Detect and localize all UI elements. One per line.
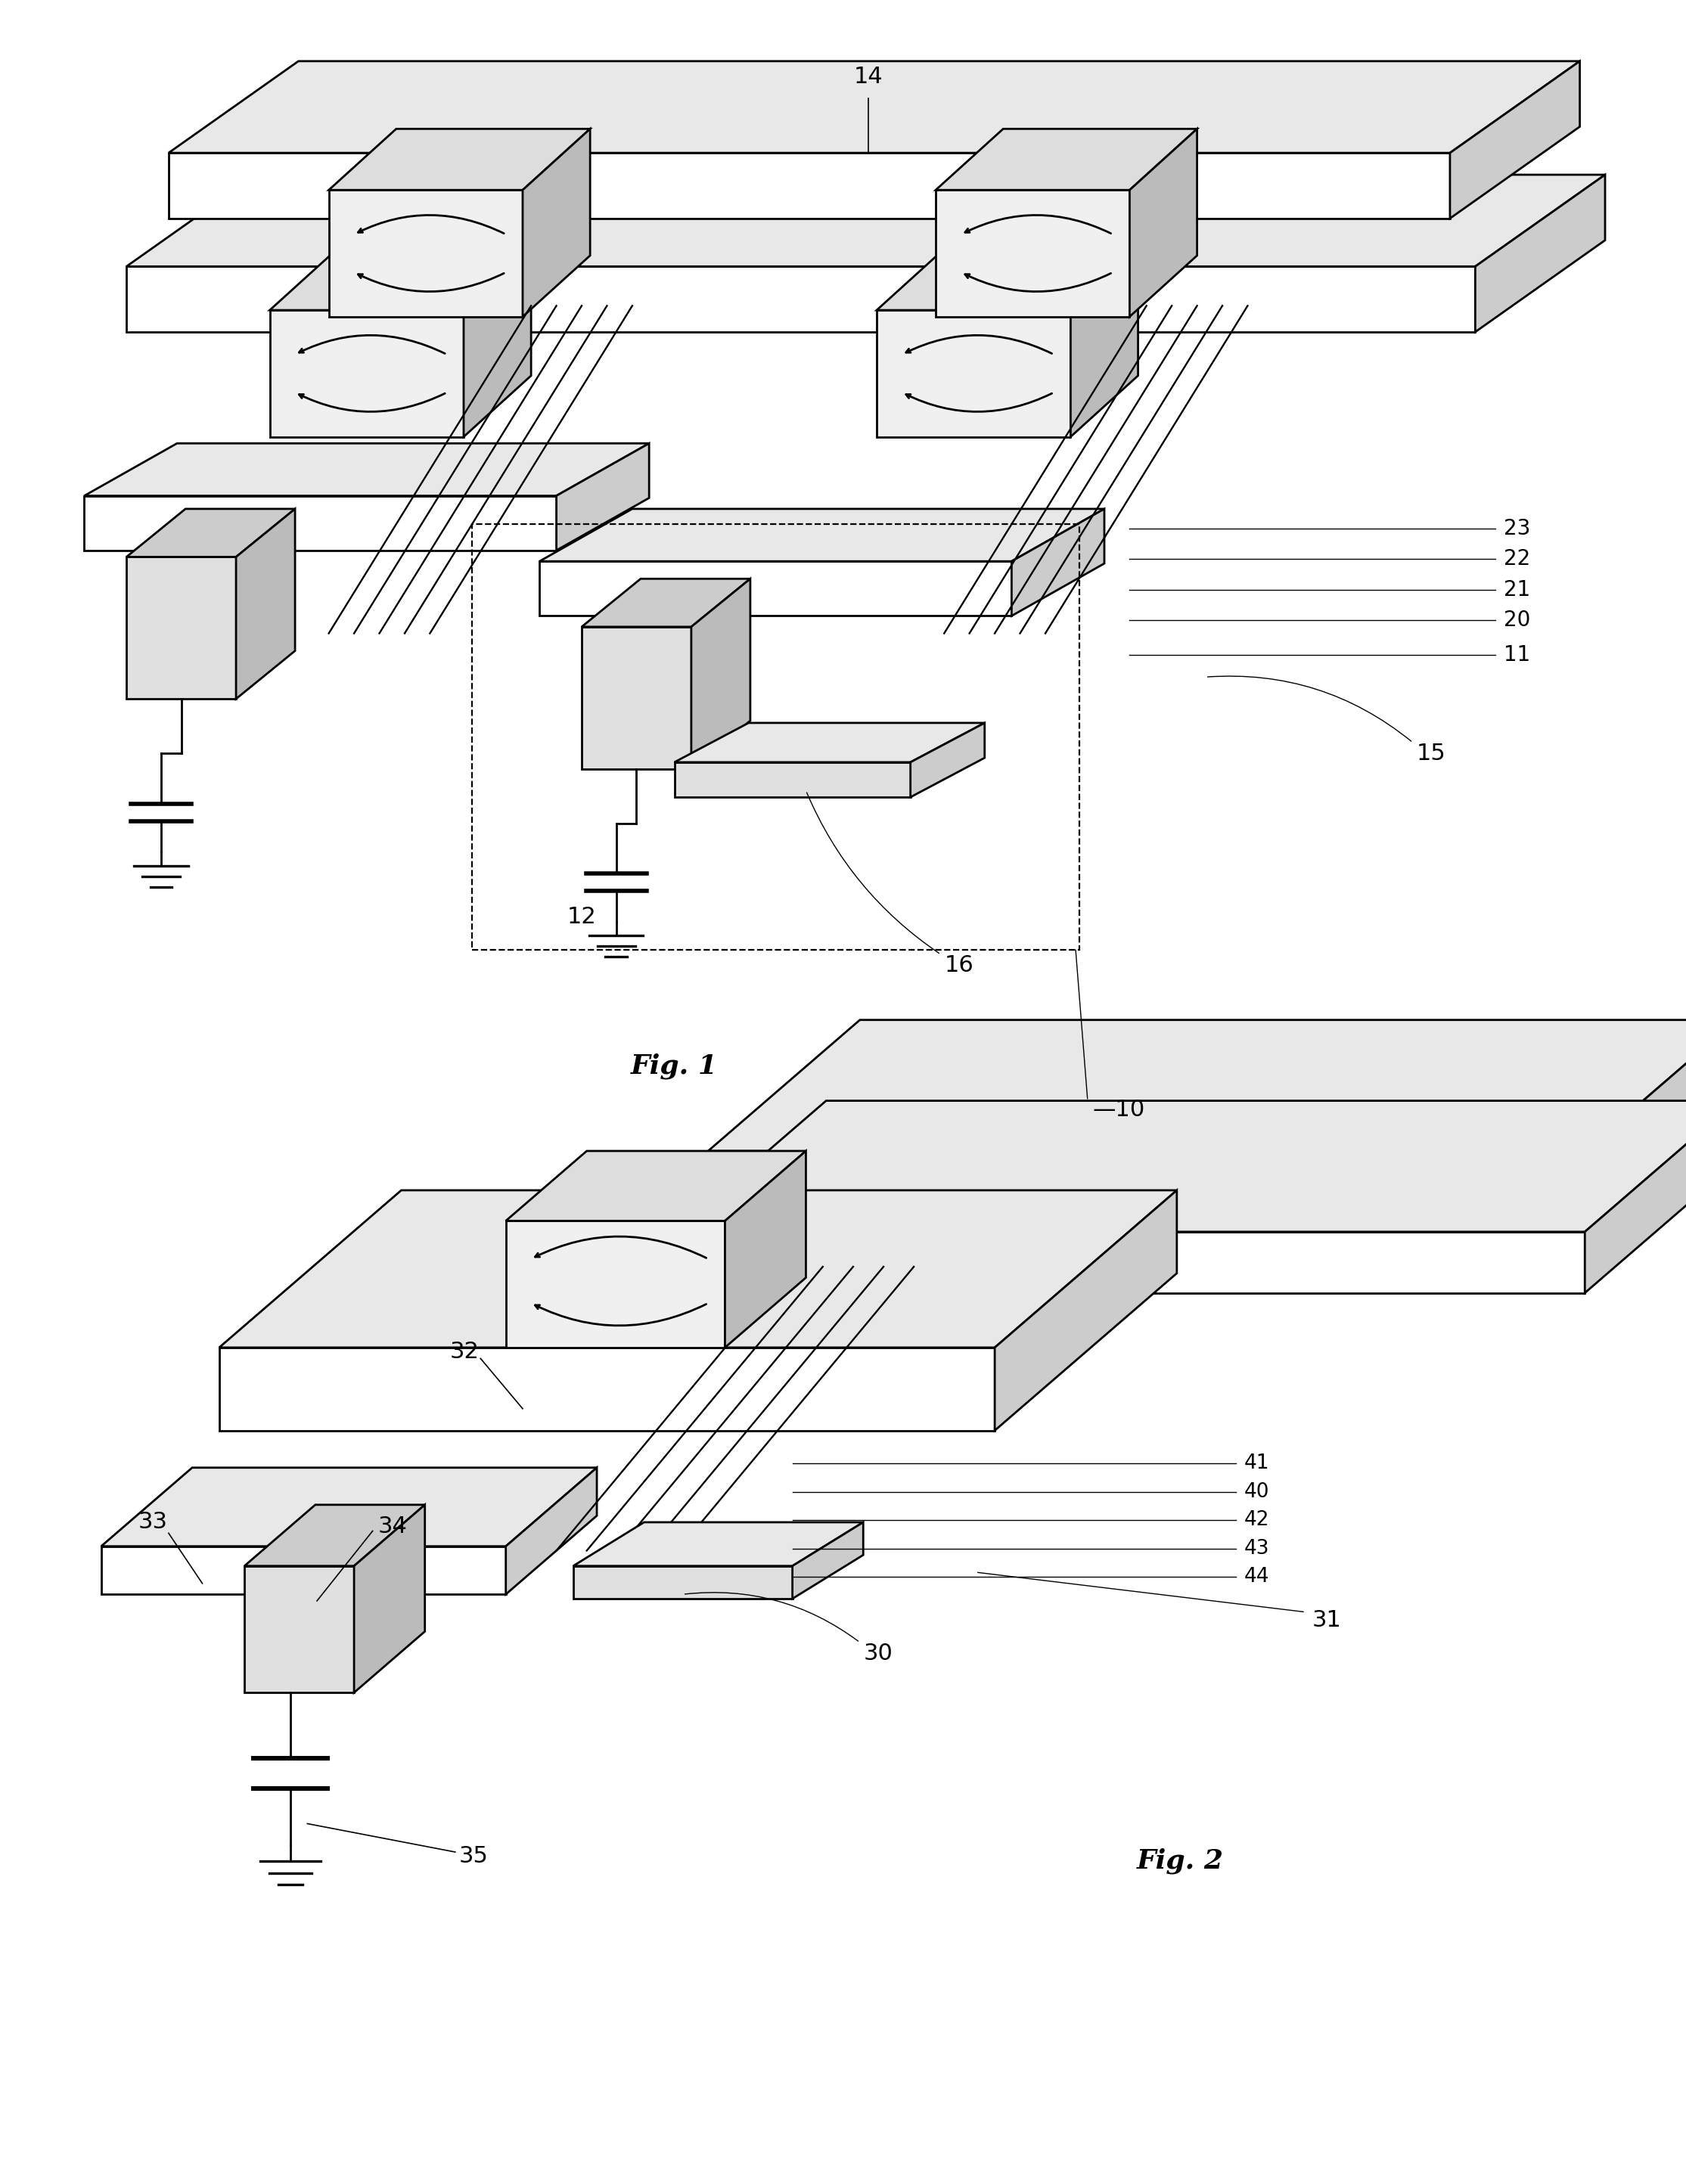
Polygon shape: [725, 1151, 806, 1348]
Polygon shape: [936, 190, 1130, 317]
Polygon shape: [270, 310, 464, 437]
Text: 43: 43: [1244, 1538, 1270, 1559]
Polygon shape: [84, 496, 556, 550]
Text: 11: 11: [1504, 644, 1531, 666]
Polygon shape: [169, 61, 1580, 153]
Polygon shape: [523, 129, 590, 317]
Polygon shape: [1012, 509, 1104, 616]
Polygon shape: [1450, 61, 1580, 218]
Polygon shape: [540, 561, 1012, 616]
Polygon shape: [582, 627, 691, 769]
Text: Fig. 1: Fig. 1: [631, 1053, 718, 1079]
Text: 32: 32: [450, 1341, 479, 1363]
Text: Fig. 2: Fig. 2: [1136, 1848, 1224, 1874]
Polygon shape: [329, 190, 523, 317]
Text: 33: 33: [138, 1511, 167, 1533]
Polygon shape: [556, 443, 649, 550]
Text: 41: 41: [1244, 1452, 1270, 1474]
Text: 34: 34: [378, 1516, 406, 1538]
Polygon shape: [573, 1522, 863, 1566]
Polygon shape: [1585, 1101, 1686, 1293]
Polygon shape: [84, 443, 649, 496]
Polygon shape: [126, 557, 236, 699]
Polygon shape: [877, 310, 1071, 437]
Polygon shape: [573, 1566, 792, 1599]
Polygon shape: [910, 723, 985, 797]
Polygon shape: [101, 1468, 597, 1546]
Polygon shape: [936, 129, 1197, 190]
Polygon shape: [674, 762, 910, 797]
Polygon shape: [244, 1566, 354, 1693]
Bar: [472, 524, 1079, 950]
Polygon shape: [582, 579, 750, 627]
Polygon shape: [1071, 249, 1138, 437]
Polygon shape: [792, 1522, 863, 1599]
Text: 15: 15: [1416, 743, 1445, 764]
Text: 44: 44: [1244, 1566, 1270, 1588]
Polygon shape: [691, 579, 750, 769]
Polygon shape: [169, 153, 1450, 218]
Text: 23: 23: [1504, 518, 1531, 539]
Polygon shape: [126, 175, 1605, 266]
Text: 22: 22: [1504, 548, 1531, 570]
Text: —10: —10: [1093, 1099, 1145, 1120]
Polygon shape: [708, 1020, 1686, 1151]
Polygon shape: [329, 129, 590, 190]
Polygon shape: [126, 509, 295, 557]
Polygon shape: [219, 1348, 995, 1431]
Text: 42: 42: [1244, 1509, 1270, 1531]
Polygon shape: [877, 249, 1138, 310]
Polygon shape: [236, 509, 295, 699]
Text: 14: 14: [853, 66, 883, 87]
Text: 21: 21: [1504, 579, 1531, 601]
Polygon shape: [506, 1151, 806, 1221]
Text: 40: 40: [1244, 1481, 1270, 1503]
Polygon shape: [1585, 1020, 1686, 1212]
Polygon shape: [270, 249, 531, 310]
Polygon shape: [219, 1190, 1177, 1348]
Polygon shape: [674, 723, 985, 762]
Polygon shape: [244, 1505, 425, 1566]
Polygon shape: [101, 1546, 506, 1594]
Text: 16: 16: [944, 954, 973, 976]
Polygon shape: [506, 1221, 725, 1348]
Polygon shape: [540, 509, 1104, 561]
Text: 35: 35: [459, 1845, 487, 1867]
Text: 30: 30: [863, 1642, 892, 1664]
Polygon shape: [354, 1505, 425, 1693]
Text: 20: 20: [1504, 609, 1531, 631]
Text: 31: 31: [1312, 1610, 1340, 1631]
Polygon shape: [464, 249, 531, 437]
Polygon shape: [995, 1190, 1177, 1431]
Polygon shape: [1475, 175, 1605, 332]
Text: 12: 12: [566, 906, 597, 928]
Polygon shape: [674, 1232, 1585, 1293]
Polygon shape: [674, 1101, 1686, 1232]
Polygon shape: [708, 1151, 1585, 1212]
Polygon shape: [126, 266, 1475, 332]
Polygon shape: [506, 1468, 597, 1594]
Polygon shape: [1130, 129, 1197, 317]
